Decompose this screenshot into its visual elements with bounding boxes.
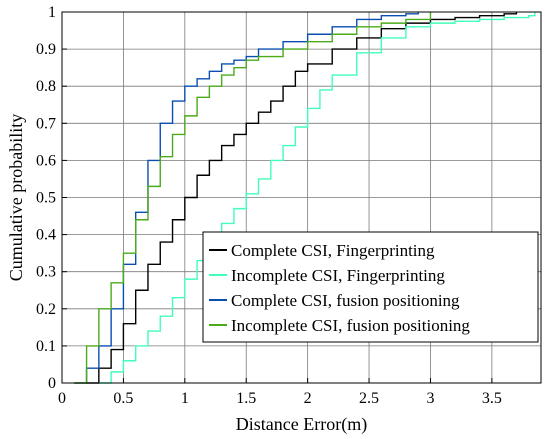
x-tick-label: 0.5 (113, 390, 133, 407)
legend: Complete CSI, Fingerprinting Incomplete C… (202, 231, 539, 343)
y-tick-label: 0.2 (36, 301, 56, 318)
x-tick-label: 2.5 (359, 390, 379, 407)
series-line-2 (98, 12, 536, 384)
y-tick-label: 0.1 (36, 338, 56, 355)
y-tick-label: 0.4 (36, 227, 56, 244)
y-tick-label: 1 (48, 4, 56, 21)
legend-label: Incomplete CSI, Fingerprinting (231, 266, 445, 285)
x-tick-label: 3.5 (482, 390, 502, 407)
legend-box (202, 231, 539, 343)
y-tick-label: 0 (48, 375, 56, 392)
y-tick-label: 0.3 (36, 264, 56, 281)
x-tick-label: 3 (426, 390, 434, 407)
legend-label: Complete CSI, fusion positioning (231, 291, 460, 310)
y-axis-label: Cumulative probability (6, 114, 26, 281)
x-axis-label: Distance Error(m) (236, 414, 367, 435)
x-tick-label: 0 (58, 390, 66, 407)
y-tick-label: 0.5 (36, 190, 56, 207)
x-tick-label: 2 (304, 390, 312, 407)
y-tick-label: 0.7 (36, 115, 56, 132)
legend-label: Complete CSI, Fingerprinting (231, 241, 435, 260)
series-line-4 (74, 12, 432, 384)
x-tick-label: 1 (181, 390, 189, 407)
series-line-3 (74, 12, 419, 384)
y-tick-label: 0.8 (36, 78, 56, 95)
y-tick-label: 0.6 (36, 152, 56, 169)
plot-series (74, 12, 536, 384)
x-tick-label: 1.5 (236, 390, 256, 407)
legend-label: Incomplete CSI, fusion positioning (231, 316, 470, 335)
y-tick-label: 0.9 (36, 41, 56, 58)
axis-ticks: 0 0.5 1 1.5 2 2.5 3 3.5 0 0.1 0.2 0.3 0.4 0.5 0.6 0.7 0.… (36, 4, 502, 407)
